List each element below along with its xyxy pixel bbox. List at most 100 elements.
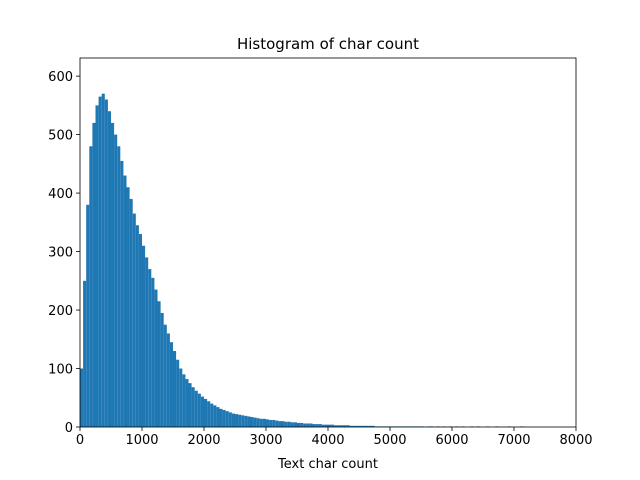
bar bbox=[253, 417, 257, 427]
bar bbox=[337, 425, 341, 427]
bar bbox=[328, 424, 332, 427]
bar bbox=[101, 93, 105, 428]
bar bbox=[126, 187, 130, 427]
bar bbox=[272, 419, 276, 427]
bar bbox=[216, 407, 220, 427]
bar bbox=[83, 280, 87, 427]
bar bbox=[324, 424, 328, 427]
bar bbox=[222, 410, 226, 427]
y-tick-label: 300 bbox=[48, 246, 73, 261]
bar bbox=[204, 398, 208, 427]
x-axis-label: Text char count bbox=[277, 457, 378, 472]
bar bbox=[247, 416, 251, 427]
bar bbox=[256, 418, 260, 427]
bar bbox=[321, 424, 325, 427]
x-tick-label: 5000 bbox=[373, 433, 406, 448]
x-tick-label: 8000 bbox=[559, 433, 592, 448]
bar bbox=[145, 257, 149, 427]
bar bbox=[318, 424, 322, 427]
x-tick-label: 2000 bbox=[187, 433, 220, 448]
bar bbox=[290, 422, 294, 427]
bar bbox=[188, 383, 192, 427]
bar bbox=[309, 423, 313, 427]
bar bbox=[207, 401, 211, 427]
bar bbox=[117, 146, 121, 428]
bar bbox=[293, 422, 297, 427]
bar bbox=[343, 425, 347, 427]
bar bbox=[166, 333, 170, 427]
bar bbox=[86, 204, 90, 427]
bar bbox=[284, 421, 288, 427]
bar bbox=[300, 422, 304, 427]
bar bbox=[92, 122, 96, 427]
bar bbox=[306, 423, 310, 427]
bar bbox=[278, 421, 282, 427]
bar bbox=[219, 408, 223, 427]
bar bbox=[297, 422, 301, 427]
bar bbox=[114, 134, 118, 427]
bar bbox=[191, 387, 195, 427]
y-tick-label: 600 bbox=[48, 70, 73, 85]
bar bbox=[281, 421, 285, 427]
bar bbox=[368, 425, 372, 427]
bar bbox=[154, 289, 158, 427]
y-tick-label: 100 bbox=[48, 363, 73, 378]
x-tick-label: 0 bbox=[76, 433, 84, 448]
bar bbox=[352, 425, 356, 427]
bar bbox=[266, 419, 270, 427]
bar bbox=[95, 105, 99, 427]
bar bbox=[142, 245, 146, 427]
bar bbox=[157, 301, 161, 427]
bar bbox=[362, 425, 366, 427]
bar bbox=[359, 425, 363, 427]
bar bbox=[331, 424, 335, 427]
bar bbox=[80, 368, 84, 427]
bar bbox=[194, 390, 198, 427]
bar bbox=[182, 374, 186, 427]
bar bbox=[312, 424, 316, 427]
bar bbox=[104, 99, 108, 428]
bar bbox=[185, 379, 189, 427]
bar bbox=[148, 269, 152, 427]
bar bbox=[349, 425, 353, 427]
bar bbox=[238, 414, 242, 427]
bar bbox=[269, 419, 273, 427]
chart-title: Histogram of char count bbox=[237, 35, 419, 53]
bar bbox=[355, 425, 359, 427]
bar bbox=[123, 175, 127, 427]
bar bbox=[197, 393, 201, 427]
bar bbox=[132, 213, 136, 427]
bar bbox=[259, 418, 263, 427]
y-tick-label: 0 bbox=[65, 421, 73, 436]
bar bbox=[371, 425, 375, 427]
x-tick-label: 4000 bbox=[311, 433, 344, 448]
x-tick-label: 1000 bbox=[125, 433, 158, 448]
bar bbox=[210, 403, 214, 427]
bar bbox=[225, 411, 229, 427]
bar bbox=[346, 425, 350, 427]
bar bbox=[213, 405, 217, 427]
bar bbox=[200, 396, 204, 427]
bar bbox=[315, 424, 319, 427]
bar bbox=[250, 417, 254, 427]
bar bbox=[151, 277, 155, 427]
x-tick-label: 7000 bbox=[497, 433, 530, 448]
bar bbox=[138, 234, 142, 427]
bar bbox=[173, 350, 177, 427]
bar bbox=[111, 122, 115, 427]
bar bbox=[98, 96, 102, 427]
bar bbox=[365, 425, 369, 427]
bar bbox=[275, 420, 279, 427]
bar bbox=[303, 423, 307, 427]
y-tick-label: 200 bbox=[48, 304, 73, 319]
bar bbox=[228, 412, 232, 427]
bar bbox=[231, 413, 235, 427]
bar bbox=[235, 414, 239, 427]
bar bbox=[262, 418, 266, 427]
bar bbox=[129, 198, 133, 427]
bar bbox=[160, 312, 164, 427]
bar bbox=[107, 111, 111, 428]
bar bbox=[287, 421, 291, 427]
x-tick-label: 6000 bbox=[435, 433, 468, 448]
y-tick-label: 500 bbox=[48, 129, 73, 144]
